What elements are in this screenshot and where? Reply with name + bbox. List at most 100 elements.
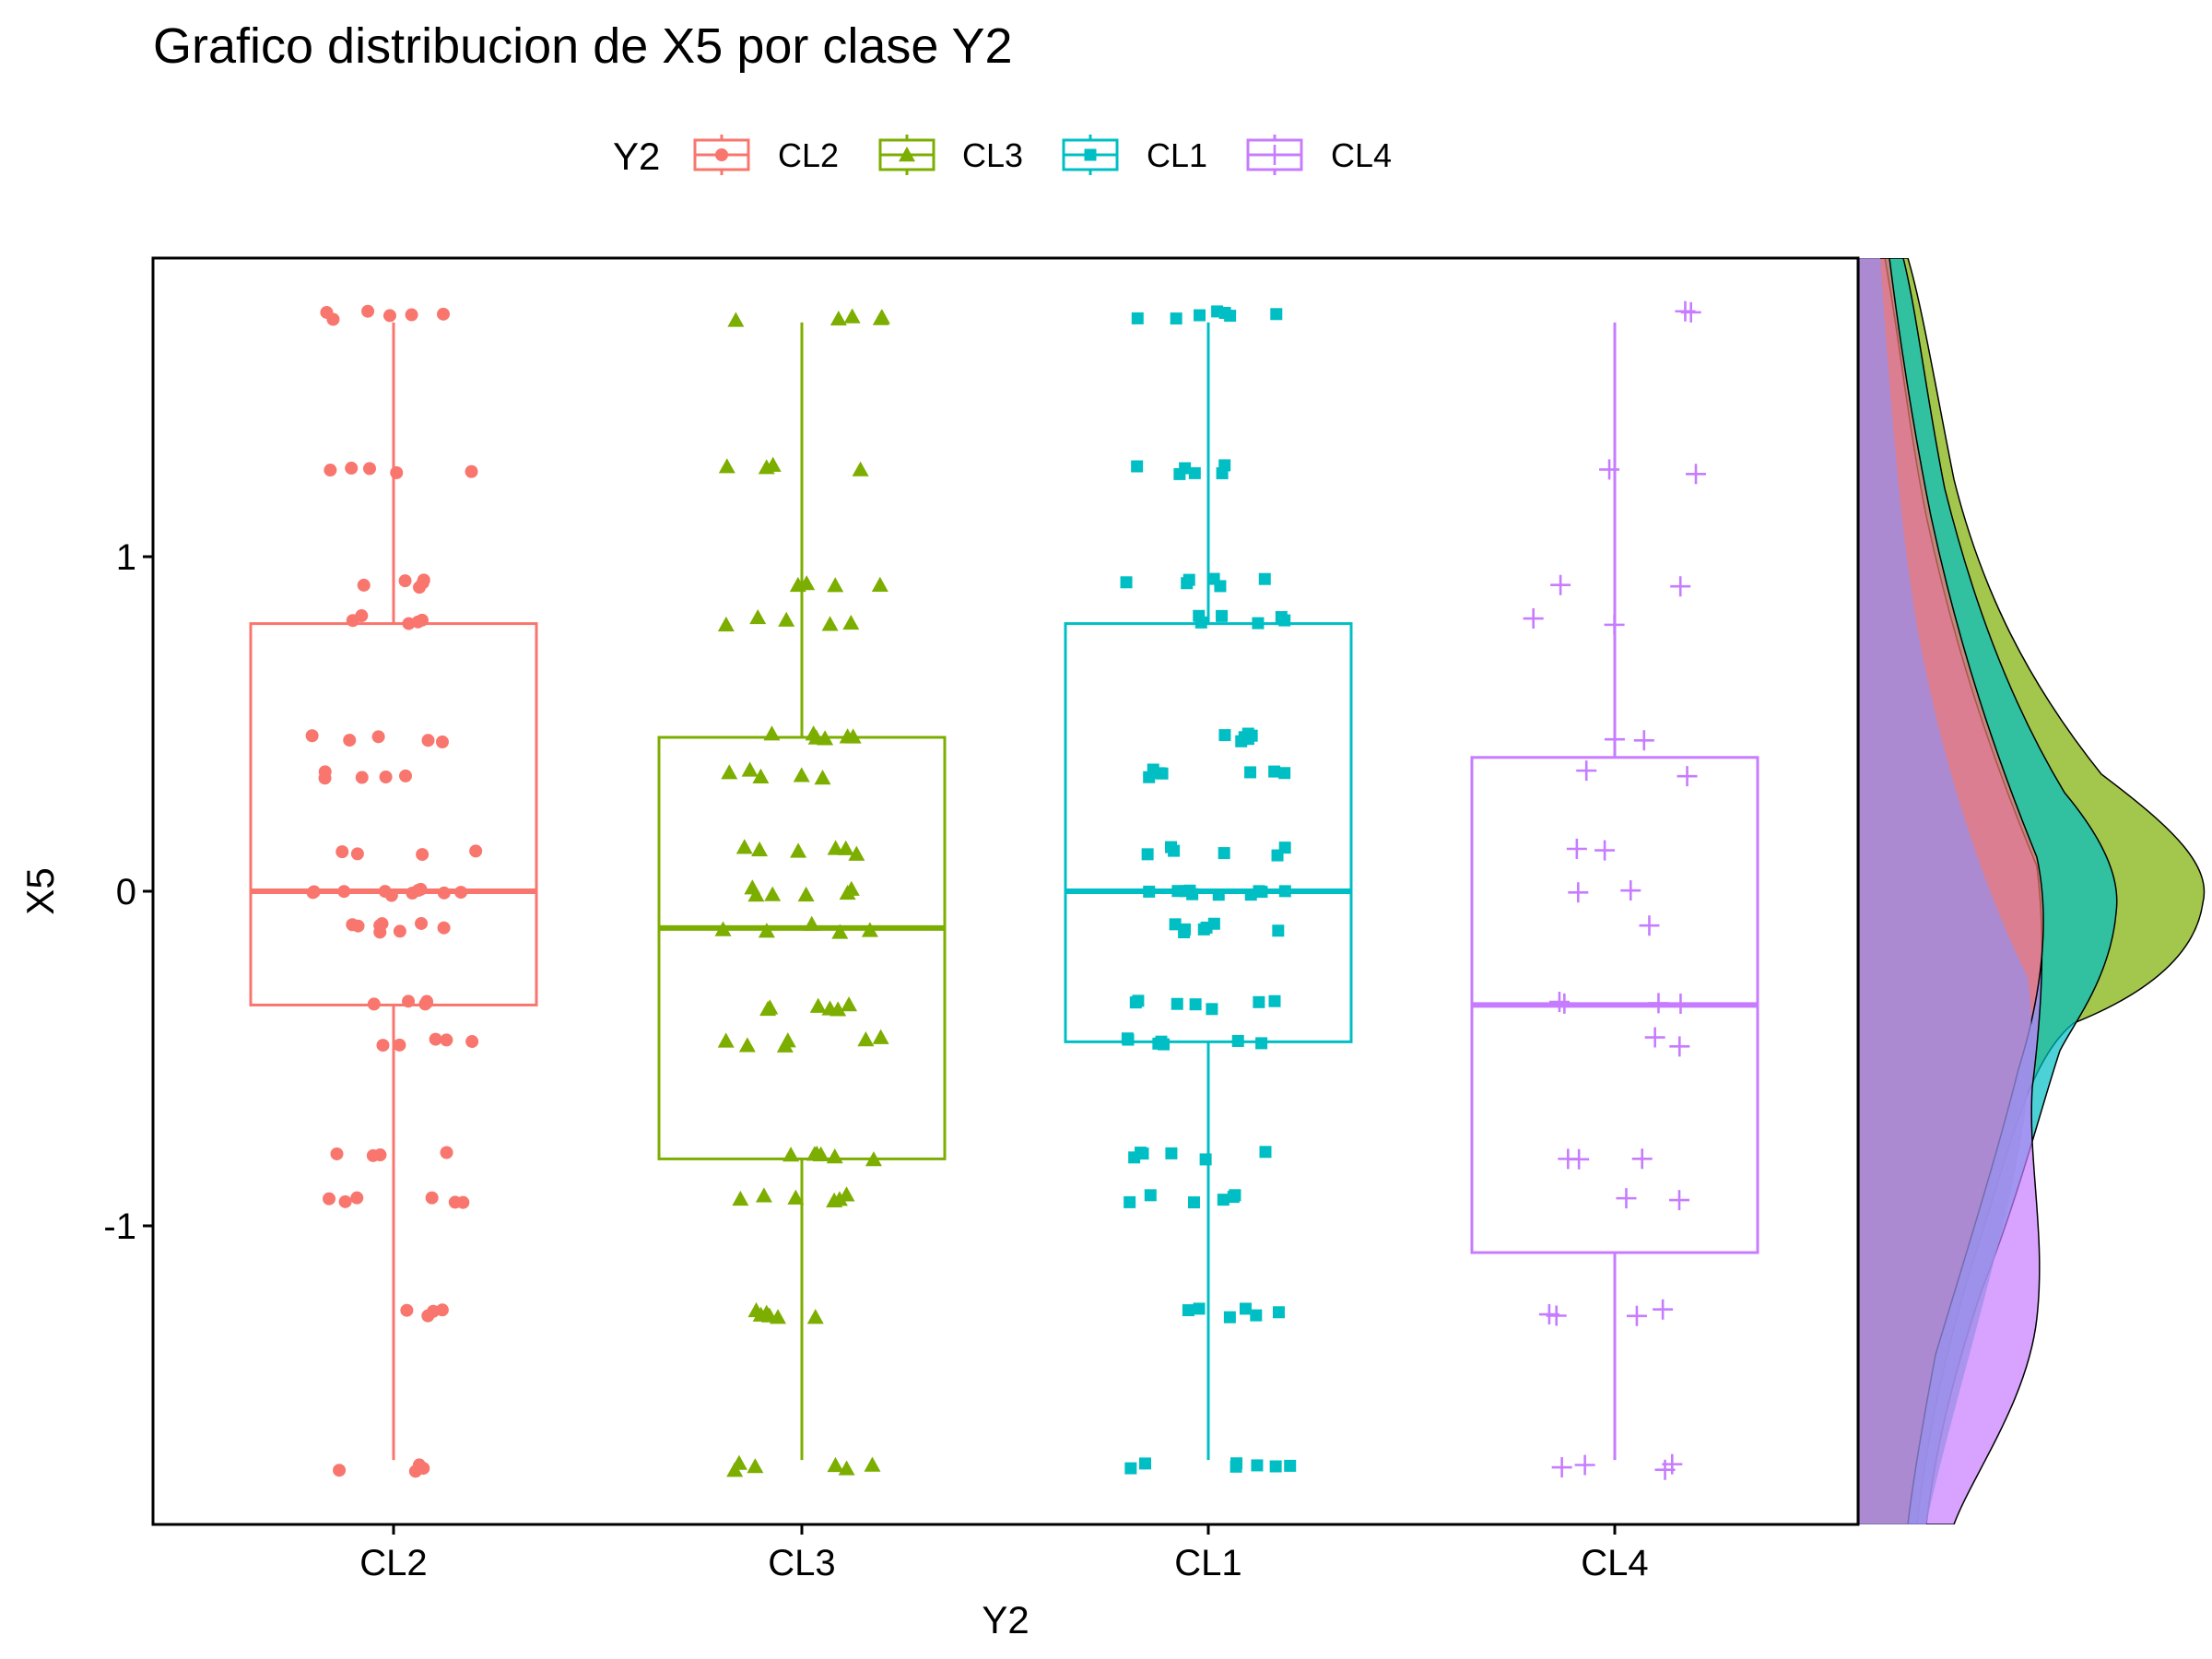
data-point — [1153, 767, 1166, 780]
box-cl3 — [657, 322, 947, 1461]
data-point — [749, 608, 767, 625]
box-iqr — [249, 622, 538, 1006]
data-point — [1188, 466, 1201, 479]
data-point — [1538, 1304, 1559, 1325]
data-point — [1171, 997, 1183, 1010]
data-point — [814, 770, 831, 785]
data-point — [1141, 848, 1154, 861]
data-point — [826, 1192, 843, 1207]
data-point — [1654, 1459, 1676, 1480]
data-point — [1554, 993, 1575, 1014]
data-point — [1270, 308, 1283, 321]
data-point — [793, 767, 810, 782]
data-point — [1639, 915, 1660, 936]
data-point — [355, 771, 369, 784]
data-point — [384, 888, 398, 902]
data-point — [1239, 1302, 1252, 1315]
data-point — [1569, 1148, 1590, 1170]
data-point — [421, 734, 435, 747]
data-point — [857, 1031, 875, 1047]
data-point — [752, 768, 770, 783]
box-cl4 — [1470, 322, 1759, 1461]
data-point — [1548, 991, 1570, 1012]
data-point — [790, 842, 807, 858]
y-axis-title: X5 — [18, 867, 62, 914]
data-point — [366, 1148, 380, 1162]
box-iqr — [1064, 622, 1353, 1043]
data-point — [1224, 310, 1237, 323]
data-point — [1122, 1033, 1135, 1046]
data-point — [1197, 923, 1210, 935]
data-point — [1599, 459, 1620, 480]
legend-title: Y2 — [613, 135, 660, 178]
data-point — [1616, 1188, 1637, 1209]
data-point — [1574, 1454, 1595, 1476]
x-tick-label: CL1 — [1174, 1543, 1241, 1583]
data-point — [827, 577, 844, 593]
legend-key-cl3 — [878, 135, 935, 175]
data-point — [1129, 996, 1142, 1009]
data-point — [1230, 1460, 1242, 1473]
data-point — [1677, 766, 1698, 787]
data-point — [1165, 841, 1178, 853]
data-point — [726, 1462, 744, 1477]
data-point — [1253, 995, 1265, 1008]
data-point — [1550, 574, 1571, 595]
data-point — [1229, 1189, 1241, 1202]
data-point — [735, 839, 753, 854]
data-point — [361, 304, 375, 318]
data-point — [362, 462, 376, 476]
data-point — [1124, 1195, 1136, 1208]
data-point — [779, 1032, 796, 1048]
chart-title: Grafico distribucion de X5 por clase Y2 — [153, 18, 1013, 74]
legend: Y2 CL2 CL3 CL1 CL4 — [613, 135, 1392, 178]
data-point — [1206, 1003, 1218, 1016]
data-point — [1594, 840, 1616, 861]
data-point — [435, 735, 449, 748]
data-point — [400, 1303, 414, 1317]
data-point — [1218, 847, 1230, 860]
data-point — [371, 730, 385, 744]
data-point — [1680, 301, 1701, 323]
data-point — [797, 886, 815, 902]
data-point — [803, 915, 820, 931]
y-tick-label: 0 — [116, 872, 136, 912]
data-point — [782, 1147, 800, 1162]
data-point — [1576, 760, 1597, 782]
data-point — [1268, 765, 1281, 778]
data-point — [405, 308, 418, 322]
data-point — [821, 1000, 839, 1016]
box-cl1 — [1064, 322, 1353, 1461]
data-point — [1258, 572, 1271, 585]
data-point — [456, 1195, 470, 1209]
data-point — [1278, 885, 1291, 898]
data-point — [806, 1309, 824, 1324]
data-point — [1131, 312, 1144, 324]
data-point — [747, 887, 765, 902]
data-point — [337, 885, 351, 899]
data-point — [1669, 1190, 1690, 1211]
data-point — [469, 844, 483, 858]
point-layer — [305, 300, 1707, 1480]
data-point — [1620, 880, 1641, 901]
data-point — [1169, 918, 1182, 931]
x-tick-label: CL3 — [768, 1543, 835, 1583]
data-point — [717, 1032, 735, 1048]
data-point — [809, 997, 827, 1013]
density-overlap — [1859, 258, 2031, 1524]
box-iqr — [657, 735, 947, 1160]
y-tick-label: 1 — [116, 537, 136, 578]
data-point — [1241, 727, 1254, 740]
data-point — [1284, 1459, 1297, 1472]
data-point — [861, 922, 878, 937]
data-point — [1211, 305, 1224, 318]
data-point — [717, 616, 735, 632]
data-point — [741, 761, 759, 777]
data-point — [324, 464, 337, 477]
data-point — [1144, 1189, 1157, 1202]
data-point — [376, 1039, 390, 1053]
data-point — [1523, 608, 1544, 629]
data-point — [393, 1038, 406, 1052]
data-point — [837, 840, 854, 855]
data-point — [1207, 917, 1220, 930]
